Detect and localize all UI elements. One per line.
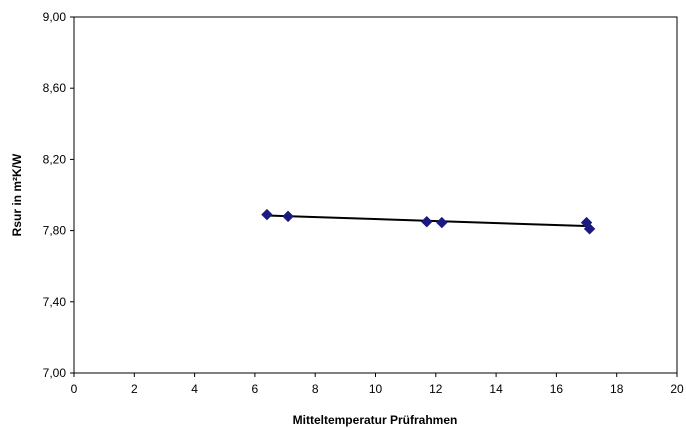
data-point-diamond [436,216,448,229]
x-tick-label: 4 [191,382,198,396]
y-tick-label: 9,00 [43,10,67,24]
plot-area [73,16,678,374]
x-tick-label: 14 [489,382,503,396]
x-tick-label: 16 [550,382,564,396]
y-tick-label: 8,20 [43,152,67,166]
data-point-diamond [282,210,294,223]
x-tick-label: 8 [312,382,319,396]
x-tick-label: 0 [71,382,78,396]
x-tick-label: 2 [131,382,138,396]
data-point-diamond [261,208,273,221]
y-tick-label: 7,80 [43,224,67,238]
data-point-diamond [583,223,596,235]
y-axis-title: Rsur in m²K/W [10,153,24,236]
x-axis-ticks: 0 2 4 6 8 10 12 14 16 18 20 [71,373,684,396]
data-point-diamond [421,215,433,228]
x-tick-label: 6 [252,382,259,396]
x-tick-label: 18 [610,382,624,396]
x-tick-label: 12 [429,382,443,396]
x-axis-title: Mitteltemperatur Prüfrahmen [293,413,458,427]
y-tick-label: 7,40 [43,295,67,309]
data-points [261,208,596,235]
y-axis-ticks: 7,00 7,40 7,80 8,20 8,60 9,00 [43,10,74,380]
y-tick-label: 7,00 [43,366,67,380]
x-tick-label: 10 [369,382,383,396]
y-tick-label: 8,60 [43,81,67,95]
x-tick-label: 20 [670,382,684,396]
